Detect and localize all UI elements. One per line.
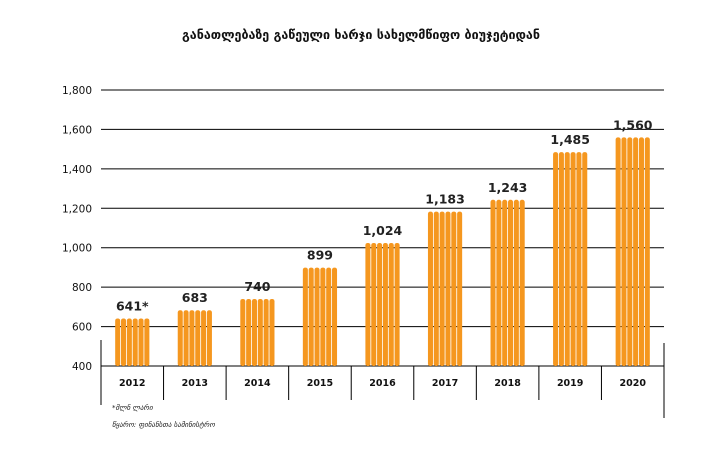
data-label: 1,560	[613, 117, 653, 132]
bar-segment	[457, 211, 463, 366]
bar-segment	[576, 152, 582, 366]
bar-segment	[394, 242, 400, 366]
data-label: 683	[182, 290, 208, 305]
data-label: 899	[307, 248, 333, 263]
bar-segment	[332, 267, 338, 366]
bar-segment	[427, 211, 433, 366]
bar	[115, 318, 150, 366]
y-tick-label: 1,400	[62, 164, 92, 176]
bar-segment	[388, 242, 394, 366]
data-label: 1,183	[425, 192, 465, 207]
y-tick-label: 1,200	[62, 203, 92, 215]
x-tick-label: 2020	[619, 378, 646, 389]
x-tick-label: 2012	[119, 378, 145, 389]
chart-title: განათლებაზე გაწეული ხარჯი სახელმწიფო ბიუ…	[182, 27, 540, 42]
bar-segment	[382, 242, 388, 366]
y-tick-label: 400	[72, 361, 92, 373]
x-tick-label: 2018	[494, 378, 521, 389]
bar-segment	[132, 318, 138, 366]
bar-segment	[320, 267, 326, 366]
y-tick-label: 1,800	[62, 85, 92, 97]
bar	[490, 199, 525, 366]
data-label: 1,243	[488, 180, 528, 195]
bar-segment	[490, 199, 496, 366]
bar-segment	[513, 199, 519, 366]
bar-segment	[519, 199, 525, 366]
bar-segment	[195, 310, 201, 366]
y-tick-label: 600	[72, 322, 92, 334]
bar-segment	[502, 199, 508, 366]
bar-segment	[246, 298, 252, 366]
y-tick-label: 800	[72, 282, 92, 294]
bar-segment	[314, 267, 320, 366]
bar	[615, 137, 650, 366]
footnote-source: წყარო: ფინანსთა სამინისტრო	[112, 421, 215, 429]
bar	[427, 211, 463, 366]
bar-segment	[644, 137, 650, 366]
data-label: 1,485	[550, 132, 590, 147]
bar-segment	[177, 310, 183, 366]
bar-segment	[302, 267, 308, 366]
x-tick-label: 2013	[182, 378, 208, 389]
bar-segment	[257, 298, 263, 366]
bar-segment	[371, 242, 377, 366]
bar-segment	[183, 310, 189, 366]
bar-segment	[633, 137, 639, 366]
bar-segment	[115, 318, 121, 366]
bar-segment	[638, 137, 644, 366]
bar	[302, 267, 338, 366]
x-tick-label: 2015	[307, 378, 333, 389]
x-tick-label: 2014	[244, 378, 271, 389]
y-tick-label: 1,600	[62, 124, 92, 136]
bar-segment	[269, 298, 275, 366]
bar-segment	[582, 152, 588, 366]
bar-segment	[365, 242, 371, 366]
x-tick-label: 2016	[369, 378, 396, 389]
bar-segment	[439, 211, 445, 366]
bar	[553, 152, 588, 366]
data-label: 740	[244, 279, 270, 294]
footnote-unit: *მლნ ლარი	[112, 404, 153, 412]
bar-segment	[121, 318, 127, 366]
bar-segment	[206, 310, 212, 366]
bar-segment	[189, 310, 195, 366]
bar-segment	[564, 152, 570, 366]
bar-segment	[308, 267, 314, 366]
bar-segment	[201, 310, 207, 366]
bar-segment	[451, 211, 457, 366]
bar-segment	[627, 137, 633, 366]
bar-segment	[326, 267, 332, 366]
bar	[365, 242, 400, 366]
bar-segment	[615, 137, 621, 366]
bar-segment	[144, 318, 150, 366]
bar-segment	[508, 199, 514, 366]
bar-segment	[553, 152, 559, 366]
bar-segment	[240, 298, 246, 366]
bar-segment	[621, 137, 627, 366]
data-label: 641*	[116, 298, 149, 313]
y-tick-label: 1,000	[62, 243, 92, 255]
bar-segment	[126, 318, 132, 366]
data-label: 1,024	[363, 223, 403, 238]
x-tick-label: 2019	[557, 378, 583, 389]
x-tick-label: 2017	[432, 378, 458, 389]
bar-segment	[558, 152, 564, 366]
bar	[177, 310, 212, 366]
bar-segment	[433, 211, 439, 366]
bar-segment	[263, 298, 269, 366]
bar-segment	[570, 152, 576, 366]
bar-segment	[138, 318, 144, 366]
bar-segment	[251, 298, 257, 366]
bar-segment	[496, 199, 502, 366]
bar	[240, 298, 275, 366]
bar-segment	[377, 242, 383, 366]
bar-segment	[445, 211, 451, 366]
